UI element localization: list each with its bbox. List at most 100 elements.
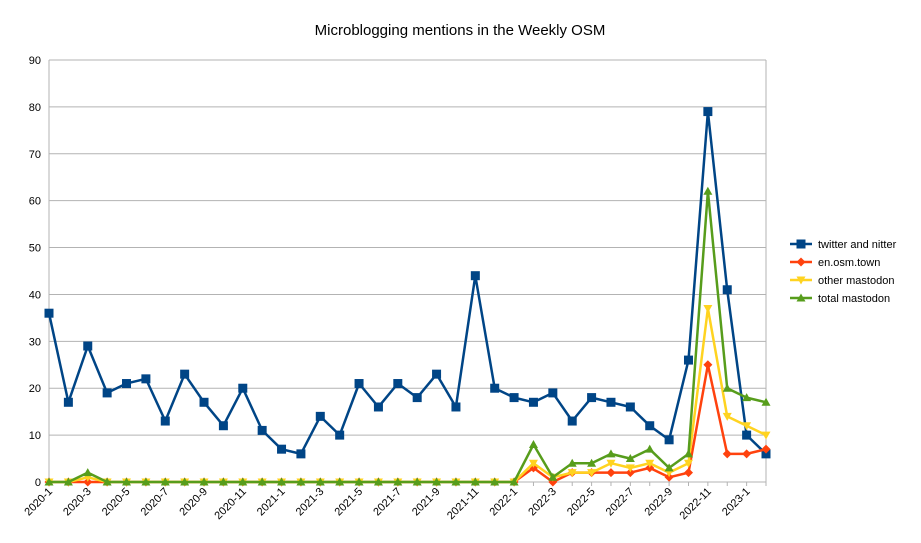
data-point <box>761 397 771 406</box>
data-point <box>703 305 713 314</box>
data-point <box>393 477 403 486</box>
data-point <box>296 449 306 459</box>
legend-marker <box>796 276 806 285</box>
data-point <box>451 477 461 486</box>
data-point <box>160 477 170 486</box>
y-tick-label: 70 <box>29 149 41 161</box>
data-point <box>664 472 674 482</box>
data-point <box>742 449 752 459</box>
data-point <box>683 468 693 478</box>
data-point <box>509 393 519 403</box>
data-point <box>315 411 325 421</box>
x-tick-label: 2020-1 <box>22 486 55 519</box>
data-point <box>625 454 635 463</box>
data-point <box>548 472 558 481</box>
x-tick-label: 2020-3 <box>61 486 94 519</box>
x-tick-label: 2020-7 <box>139 486 172 519</box>
data-point <box>83 477 93 487</box>
x-tick-label: 2023-1 <box>720 486 753 519</box>
data-point <box>335 430 345 440</box>
data-point <box>218 477 228 486</box>
data-point <box>742 393 752 402</box>
data-point <box>83 468 93 477</box>
y-tick-label: 80 <box>29 102 41 114</box>
legend-item: other mastodon <box>790 275 894 287</box>
y-tick-label: 0 <box>35 477 41 489</box>
data-point <box>703 107 713 117</box>
data-point <box>722 285 732 295</box>
data-point <box>664 435 674 445</box>
data-point <box>490 383 500 393</box>
legend-item: en.osm.town <box>790 257 880 269</box>
x-tick-label: 2021-7 <box>371 486 404 519</box>
x-tick-label: 2022-11 <box>678 486 714 522</box>
data-point <box>257 477 267 486</box>
x-tick-label: 2020-11 <box>212 486 248 522</box>
data-point <box>102 388 112 398</box>
y-tick-label: 30 <box>29 336 41 348</box>
data-point <box>742 422 752 431</box>
data-point <box>761 444 771 454</box>
data-point <box>393 379 403 389</box>
x-axis: 2020-1 2020-3 2020-5 2020-7 2020-9 2020-11 202… <box>22 481 767 522</box>
data-point <box>63 477 73 486</box>
x-tick-label: 2022-7 <box>604 486 637 519</box>
data-point <box>625 402 635 412</box>
data-point <box>606 468 616 478</box>
data-point <box>528 439 538 448</box>
data-point <box>315 477 325 486</box>
data-point <box>509 477 519 486</box>
legend: twitter and nitter en.osm.town other masto… <box>790 239 897 305</box>
data-point <box>180 477 190 486</box>
data-point <box>354 477 364 486</box>
data-point <box>722 449 732 459</box>
legend-label: en.osm.town <box>818 257 880 269</box>
data-point <box>722 412 732 421</box>
data-point <box>606 449 616 458</box>
data-point <box>296 477 306 486</box>
data-point <box>683 449 693 458</box>
data-point <box>412 477 422 486</box>
data-point <box>761 431 771 440</box>
data-point <box>122 379 132 389</box>
x-tick-label: 2022-1 <box>487 486 520 519</box>
data-point <box>625 464 635 473</box>
data-point <box>567 458 577 467</box>
x-tick-label: 2021-9 <box>410 486 443 519</box>
data-point <box>587 393 597 403</box>
data-point <box>528 397 538 407</box>
data-point <box>122 477 132 486</box>
data-point <box>277 477 287 486</box>
data-point <box>432 477 442 486</box>
series-line <box>47 110 767 456</box>
x-tick-label: 2020-5 <box>100 486 133 519</box>
data-point <box>354 379 364 389</box>
data-point <box>703 186 713 195</box>
data-point <box>218 421 228 431</box>
data-point <box>645 459 655 468</box>
y-tick-label: 10 <box>29 430 41 442</box>
x-tick-label: 2021-11 <box>445 486 481 522</box>
legend-marker <box>796 257 806 267</box>
legend-label: total mastodon <box>818 293 890 305</box>
data-point <box>238 477 248 486</box>
series-line <box>49 190 767 484</box>
y-axis: 0 10 20 30 40 50 60 70 80 90 <box>29 55 767 489</box>
data-point <box>451 402 461 412</box>
data-point <box>567 469 577 478</box>
data-point <box>683 459 693 468</box>
data-point <box>199 477 209 486</box>
y-tick-label: 40 <box>29 289 41 301</box>
data-point <box>683 355 693 365</box>
legend-label: twitter and nitter <box>818 239 897 251</box>
data-point <box>470 477 480 486</box>
y-tick-label: 50 <box>29 243 41 255</box>
series-total-mastodon <box>44 186 771 486</box>
data-point <box>335 477 345 486</box>
y-tick-label: 90 <box>29 55 41 67</box>
data-point <box>238 383 248 393</box>
data-point <box>432 369 442 379</box>
y-tick-label: 20 <box>29 383 41 395</box>
chart-title: Microblogging mentions in the Weekly OSM <box>315 22 606 39</box>
